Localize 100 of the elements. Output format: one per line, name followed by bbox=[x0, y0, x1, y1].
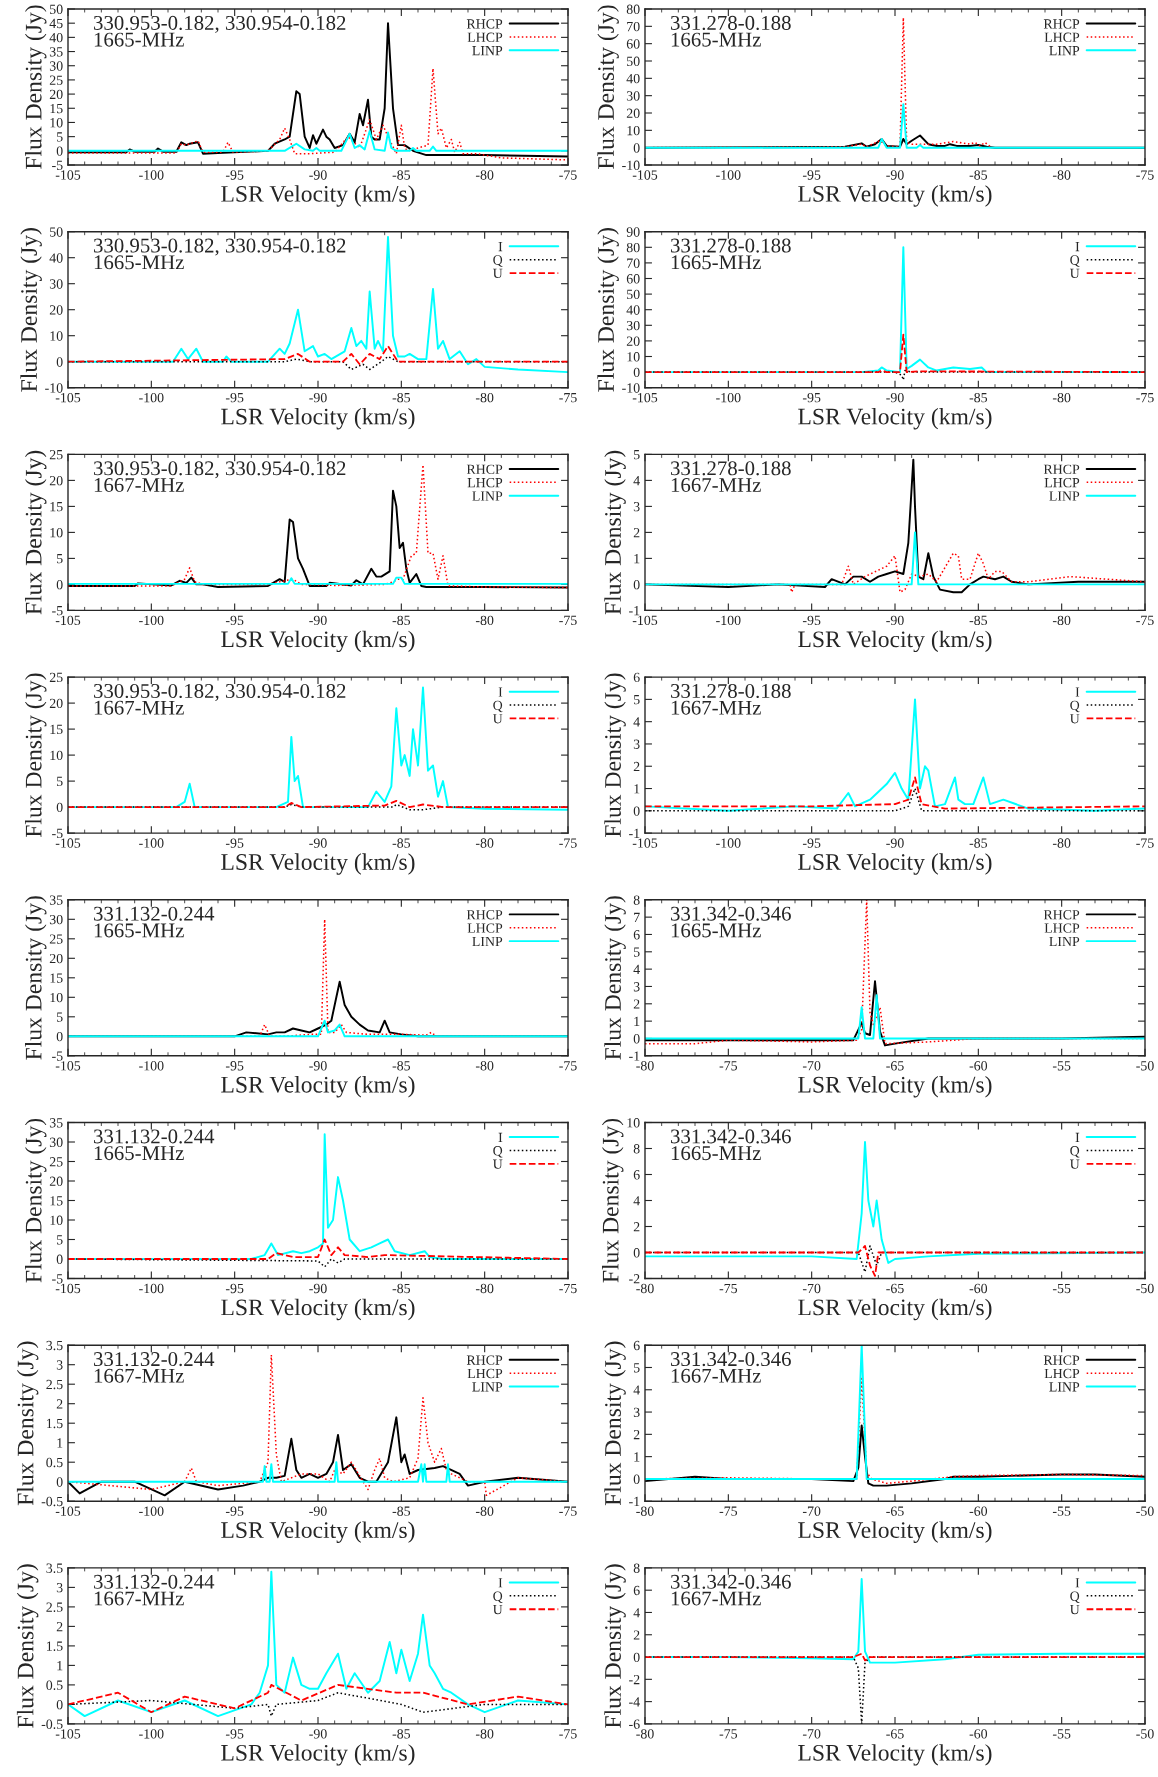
y-tick-label: 20 bbox=[49, 475, 63, 486]
y-tick-label: 50 bbox=[627, 56, 640, 66]
x-tick-label: -80 bbox=[1052, 615, 1071, 626]
y-tick-label: 80 bbox=[626, 242, 640, 253]
x-tick-label: -50 bbox=[1136, 1283, 1154, 1294]
x-tick-label: -105 bbox=[632, 838, 658, 848]
legend-label: RHCP bbox=[466, 464, 503, 474]
y-axis-title: Flux Density (Jy) bbox=[24, 896, 47, 1060]
y-axis-title: Flux Density (Jy) bbox=[24, 673, 47, 838]
y-axis-title: Flux Density (Jy) bbox=[16, 1341, 39, 1506]
y-tick-label: -0.5 bbox=[41, 1496, 63, 1507]
y-tick-label: 4 bbox=[633, 1385, 640, 1395]
y-tick-label: 30 bbox=[626, 320, 640, 331]
x-tick-label: -85 bbox=[969, 392, 988, 403]
y-tick-label: 2.5 bbox=[46, 1379, 63, 1390]
x-tick-label: -90 bbox=[886, 615, 904, 626]
legend-label: RHCP bbox=[466, 910, 503, 920]
x-tick-label: -80 bbox=[636, 1506, 654, 1516]
y-tick-label: 15 bbox=[50, 724, 63, 735]
x-tick-label: -90 bbox=[886, 170, 904, 180]
y-tick-label: 2.5 bbox=[46, 1602, 63, 1612]
y-tick-label: 1 bbox=[57, 1661, 63, 1671]
x-tick-label: -100 bbox=[716, 392, 741, 403]
legend-label: Q bbox=[493, 1146, 503, 1158]
legend-label: LHCP bbox=[467, 1368, 503, 1379]
legend-label: RHCP bbox=[1043, 1355, 1080, 1365]
y-tick-label: 8 bbox=[633, 895, 640, 905]
y-tick-label: 5 bbox=[634, 695, 640, 705]
y-tick-label: 10 bbox=[627, 1118, 640, 1128]
x-tick-label: -105 bbox=[632, 392, 658, 403]
annotation: 331.278-0.188 1665-MHz bbox=[671, 238, 791, 270]
y-tick-label: 0 bbox=[56, 146, 63, 156]
y-axis-title: Flux Density (Jy) bbox=[24, 5, 47, 169]
x-tick-label: -75 bbox=[719, 1729, 738, 1739]
x-tick-label: -90 bbox=[309, 838, 327, 848]
x-tick-label: -105 bbox=[55, 838, 81, 848]
y-tick-label: -5 bbox=[52, 828, 63, 839]
x-tick-label: -65 bbox=[886, 1283, 904, 1294]
y-tick-label: 8 bbox=[633, 1144, 640, 1154]
y-tick-label: 0 bbox=[633, 367, 640, 378]
x-tick-label: -90 bbox=[309, 615, 327, 626]
x-tick-label: -100 bbox=[139, 1061, 164, 1071]
x-tick-label: -95 bbox=[225, 1729, 244, 1739]
x-tick-label: -100 bbox=[716, 838, 741, 848]
x-tick-label: -95 bbox=[802, 838, 821, 848]
y-tick-label: 4 bbox=[633, 1608, 640, 1618]
x-tick-label: -100 bbox=[139, 1283, 164, 1294]
annotation: 331.278-0.188 1667-MHz bbox=[671, 683, 791, 715]
y-tick-label: 40 bbox=[49, 32, 63, 43]
x-tick-label: -65 bbox=[886, 1729, 904, 1739]
x-tick-label: -90 bbox=[309, 170, 327, 180]
legend-label: LHCP bbox=[1044, 32, 1080, 42]
legend-label: LHCP bbox=[467, 478, 503, 488]
y-tick-label: -1 bbox=[629, 606, 640, 616]
y-tick-label: 20 bbox=[626, 336, 640, 346]
x-tick-label: -75 bbox=[719, 1506, 738, 1516]
annotation: 330.953-0.182, 330.954-0.182 1667-MHz bbox=[94, 683, 346, 715]
y-tick-label: 2 bbox=[633, 1222, 640, 1232]
x-tick-label: -80 bbox=[636, 1729, 654, 1739]
x-tick-label: -100 bbox=[716, 170, 741, 180]
x-tick-label: -100 bbox=[139, 170, 164, 180]
legend-label: LINP bbox=[1049, 46, 1080, 56]
legend-label: U bbox=[1069, 1605, 1080, 1615]
y-tick-label: 0 bbox=[56, 1031, 63, 1042]
x-axis-title: LSR Velocity (km/s) bbox=[221, 1298, 415, 1321]
y-tick-label: -10 bbox=[622, 383, 640, 393]
legend-label: U bbox=[1069, 714, 1080, 724]
legend-label: LINP bbox=[472, 491, 503, 501]
y-tick-label: 15 bbox=[50, 103, 63, 114]
y-tick-label: 0 bbox=[633, 806, 640, 816]
x-tick-label: -75 bbox=[559, 1506, 577, 1516]
x-axis-title: LSR Velocity (km/s) bbox=[798, 407, 992, 430]
x-axis-title: LSR Velocity (km/s) bbox=[221, 1521, 415, 1543]
x-tick-label: -55 bbox=[1052, 1729, 1071, 1739]
x-tick-label: -100 bbox=[139, 838, 164, 848]
annotation: 331.342-0.346 1665-MHz bbox=[671, 1129, 791, 1161]
y-tick-label: 45 bbox=[49, 18, 63, 29]
annotation: 330.953-0.182, 330.954-0.182 1667-MHz bbox=[94, 461, 346, 493]
x-tick-label: -80 bbox=[475, 615, 494, 626]
y-tick-label: 30 bbox=[49, 61, 63, 71]
x-tick-label: -90 bbox=[309, 1061, 327, 1071]
y-tick-label: 20 bbox=[49, 89, 63, 100]
annotation: 331.342-0.346 1667-MHz bbox=[671, 1352, 791, 1383]
legend-label: RHCP bbox=[1043, 464, 1080, 474]
x-tick-label: -50 bbox=[1136, 1061, 1154, 1071]
x-axis-title: LSR Velocity (km/s) bbox=[798, 1076, 992, 1098]
y-tick-label: 70 bbox=[627, 258, 640, 268]
y-axis-title: Flux Density (Jy) bbox=[16, 1564, 39, 1728]
y-tick-label: 15 bbox=[50, 1196, 63, 1206]
x-tick-label: -75 bbox=[1136, 838, 1154, 848]
x-tick-label: -70 bbox=[802, 1506, 821, 1516]
y-tick-label: 30 bbox=[49, 1137, 63, 1147]
x-axis-title: LSR Velocity (km/s) bbox=[798, 1521, 992, 1543]
y-tick-label: 70 bbox=[627, 21, 640, 32]
legend-label: I bbox=[1075, 687, 1080, 697]
x-tick-label: -80 bbox=[636, 1283, 654, 1294]
y-axis-title: Flux Density (Jy) bbox=[604, 450, 626, 615]
y-tick-label: 5 bbox=[634, 1363, 640, 1373]
x-tick-label: -75 bbox=[1136, 393, 1154, 403]
y-tick-label: 3 bbox=[633, 1407, 640, 1418]
